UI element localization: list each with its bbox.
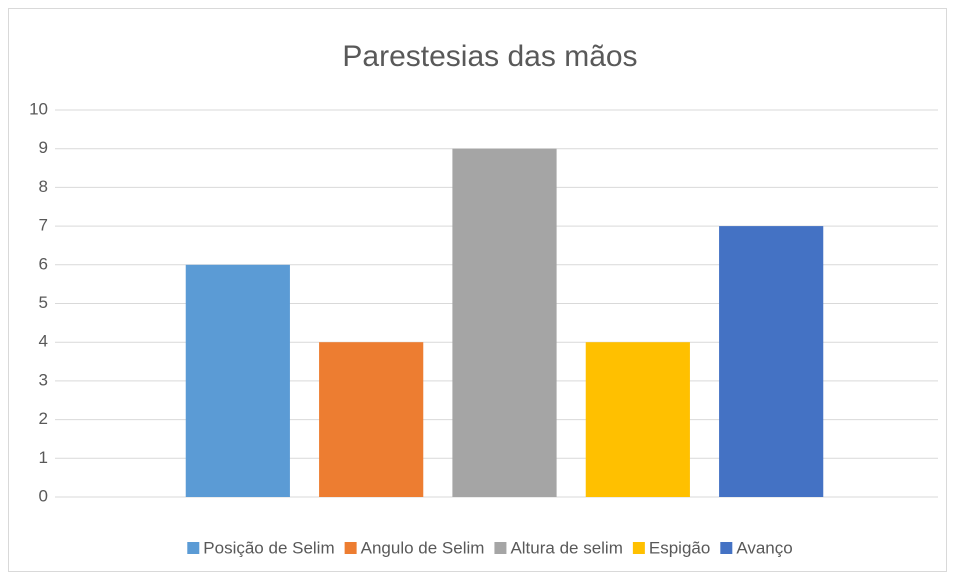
legend-label: Espigão bbox=[649, 538, 710, 557]
y-tick-label: 10 bbox=[29, 99, 48, 118]
y-tick-label: 3 bbox=[39, 370, 48, 389]
legend-swatch bbox=[632, 542, 645, 554]
bar bbox=[719, 226, 824, 497]
y-tick-label: 6 bbox=[39, 254, 48, 273]
legend-label: Altura de selim bbox=[510, 538, 622, 557]
legend-swatch bbox=[720, 542, 733, 554]
bar bbox=[452, 148, 557, 497]
y-tick-label: 1 bbox=[39, 448, 48, 467]
y-tick-label: 5 bbox=[39, 293, 48, 312]
y-tick-label: 8 bbox=[39, 177, 48, 196]
bar bbox=[319, 342, 424, 497]
legend-label: Angulo de Selim bbox=[361, 538, 485, 557]
legend-label: Avanço bbox=[736, 538, 792, 557]
bar bbox=[185, 264, 290, 497]
y-tick-label: 9 bbox=[39, 138, 48, 157]
legend-label: Posição de Selim bbox=[203, 538, 334, 557]
legend-swatch bbox=[344, 542, 357, 554]
bar bbox=[585, 342, 690, 497]
y-tick-label: 7 bbox=[39, 216, 48, 235]
y-tick-label: 0 bbox=[39, 486, 48, 505]
y-tick-label: 2 bbox=[39, 409, 48, 428]
legend-swatch bbox=[187, 542, 200, 554]
y-tick-label: 4 bbox=[39, 332, 48, 351]
legend-swatch bbox=[494, 542, 507, 554]
chart-title: Parestesias das mãos bbox=[342, 40, 637, 73]
